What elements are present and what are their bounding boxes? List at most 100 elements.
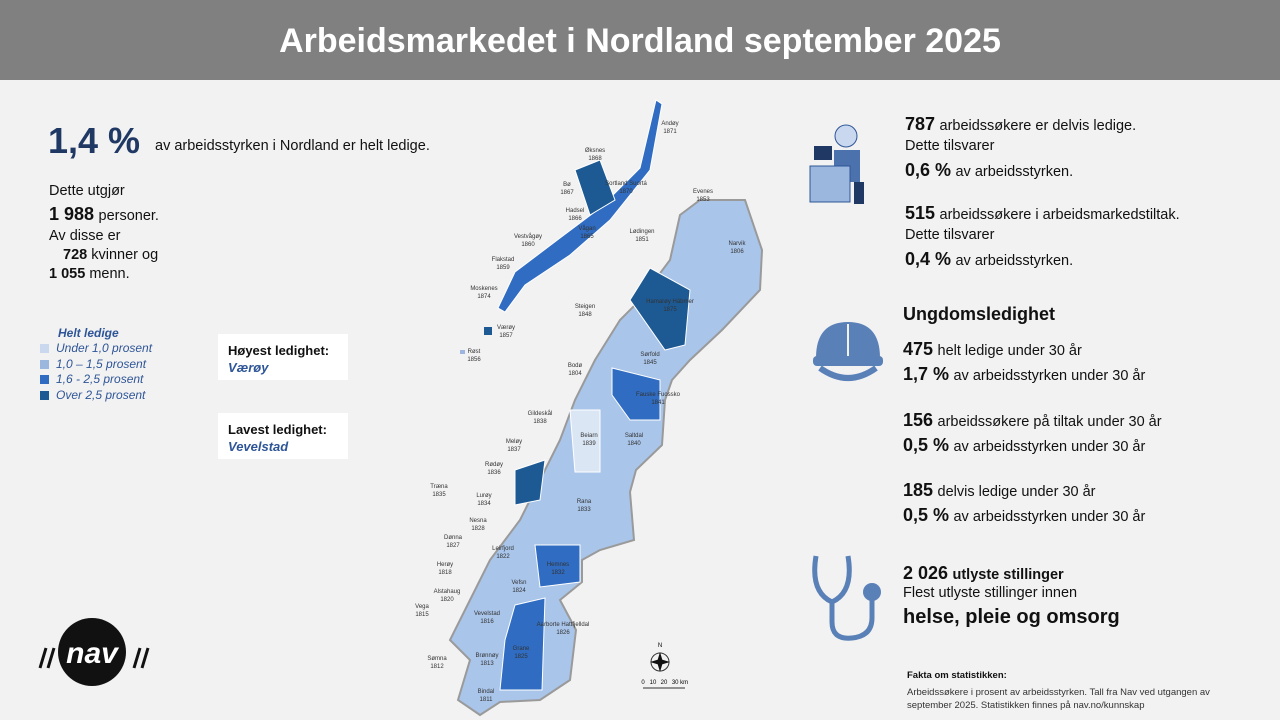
municipality-name: Brønnøy — [475, 653, 498, 659]
municipality-name: Vega — [415, 604, 429, 610]
persons-count: 1 988 — [49, 204, 95, 224]
municipality-code: 1804 — [568, 371, 582, 377]
municipality-code: 1826 — [556, 630, 570, 636]
men-text: menn. — [89, 266, 130, 282]
legend-label: 1,0 – 1,5 prosent — [56, 356, 147, 371]
municipality-code: 1870 — [619, 189, 633, 195]
municipality-name: Rana — [577, 499, 592, 505]
island — [484, 327, 492, 335]
jobs-sector: helse, pleie og omsorg — [903, 606, 1120, 628]
youth-rate-text: av arbeidsstyrken under 30 år — [953, 439, 1146, 455]
municipality-name: Steigen — [575, 304, 595, 310]
municipality-code: 1812 — [430, 664, 444, 670]
region-light — [569, 409, 601, 473]
desk-icon — [809, 124, 864, 204]
cap-icon — [813, 322, 883, 381]
youth-rate: 0,5 % — [903, 435, 950, 455]
municipality-code: 1815 — [415, 612, 429, 618]
municipality-code: 1871 — [663, 129, 677, 135]
municipality-name: Aarborte Hattfjelldal — [537, 622, 590, 628]
legend-item: 1,0 – 1,5 prosent — [40, 357, 146, 371]
municipality-name: Fauske Fuossko — [636, 392, 681, 398]
scale-label: 30 km — [672, 680, 688, 686]
municipality-code: 1859 — [496, 265, 510, 271]
municipality-code: 1824 — [512, 588, 526, 594]
municipality-name: Andøy — [661, 121, 678, 127]
municipality-code: 1874 — [477, 294, 491, 300]
municipality-code: 1816 — [480, 619, 494, 625]
jobs-text: utlyste stillinger — [952, 567, 1064, 583]
municipality-name: Lurøy — [476, 493, 491, 499]
municipality-code: 1828 — [471, 526, 485, 532]
municipality-code: 1851 — [635, 237, 649, 243]
region-mid — [499, 597, 546, 691]
youth-count-text: arbeidssøkere på tiltak under 30 år — [937, 414, 1162, 430]
highest-box: Høyest ledighet: Værøy — [218, 334, 348, 380]
municipality-code: 1833 — [577, 507, 591, 513]
legend-title: Helt ledige — [58, 326, 119, 340]
nav-logo: nav — [38, 618, 150, 686]
lowest-label: Lavest ledighet: — [228, 422, 327, 437]
municipality-code: 1825 — [514, 654, 528, 660]
highest-value: Værøy — [228, 360, 269, 375]
municipality-name: Leirfjord — [492, 546, 514, 552]
legend-swatch — [40, 344, 49, 353]
partial-rate: 0,6 % — [905, 160, 952, 180]
municipality-name: Moskenes — [470, 286, 497, 292]
municipality-name: Gildeskål — [528, 410, 553, 417]
legend-item: Over 2,5 prosent — [40, 388, 145, 402]
highest-label: Høyest ledighet: — [228, 343, 330, 358]
lowest-value: Vevelstad — [228, 439, 289, 454]
legend-swatch — [40, 375, 49, 384]
municipality-name: Sømna — [427, 656, 447, 662]
municipality-name: Saltdal — [625, 433, 643, 439]
municipality-name: Nesna — [469, 518, 487, 524]
municipality-code: 1837 — [507, 447, 521, 453]
municipality-name: Bindal — [478, 689, 495, 695]
island — [460, 350, 465, 354]
jobs-line: 2 026 utlyste stillinger — [903, 563, 1064, 584]
youth-count: 156 — [903, 410, 934, 430]
stethoscope-icon — [812, 555, 881, 641]
region-mid — [611, 367, 661, 421]
youth-rate-line: 0,5 % av arbeidsstyrken under 30 år — [903, 505, 1145, 526]
women-line: 728 kvinner og — [63, 247, 158, 263]
youth-rate-line: 0,5 % av arbeidsstyrken under 30 år — [903, 435, 1145, 456]
lofoten-islands — [497, 99, 663, 313]
jobs-intro: Flest utlyste stillinger innen — [903, 585, 1078, 601]
youth-rate-text: av arbeidsstyrken under 30 år — [953, 368, 1146, 384]
legend-swatch — [40, 359, 49, 369]
vesteralen — [574, 159, 616, 216]
youth-count: 185 — [903, 480, 934, 500]
municipality-code: 1827 — [446, 543, 460, 549]
municipality-name: Evenes — [693, 189, 713, 195]
footer-text: Arbeidssøkere i prosent av arbeidsstyrke… — [907, 687, 1210, 711]
municipality-name: Herøy — [437, 562, 453, 568]
split-intro: Av disse er — [49, 228, 121, 244]
municipality-name: Meløy — [506, 439, 522, 445]
municipality-code: 1868 — [588, 156, 602, 162]
municipality-name: Bodø — [568, 363, 583, 369]
municipality-code: 1834 — [477, 501, 491, 507]
municipality-code: 1865 — [580, 234, 594, 240]
youth-rate-line: 1,7 % av arbeidsstyrken under 30 år — [903, 364, 1145, 385]
persons-line: 1 988 personer. — [49, 204, 159, 225]
youth-rate: 1,7 % — [903, 364, 950, 384]
north-label: N — [658, 643, 662, 649]
youth-count-text: delvis ledige under 30 år — [937, 484, 1096, 500]
municipality-code: 1832 — [551, 570, 565, 576]
measures-line: 515 arbeidssøkere i arbeidsmarkedstiltak… — [905, 203, 1180, 224]
municipality-name: Øksnes — [585, 148, 605, 154]
municipality-name: Rødøy — [485, 462, 503, 468]
measures-bridge: Dette tilsvarer — [905, 227, 995, 243]
municipality-code: 1866 — [568, 216, 582, 222]
women-count: 728 — [63, 247, 88, 263]
jobs-count: 2 026 — [903, 563, 949, 583]
municipality-code: 1813 — [480, 661, 494, 667]
municipality-code: 1840 — [627, 441, 641, 447]
youth-rate-text: av arbeidsstyrken under 30 år — [953, 509, 1146, 525]
partial-count: 787 — [905, 114, 936, 134]
measures-text: arbeidssøkere i arbeidsmarkedstiltak. — [939, 207, 1180, 223]
intro-text: Dette utgjør — [49, 183, 125, 199]
